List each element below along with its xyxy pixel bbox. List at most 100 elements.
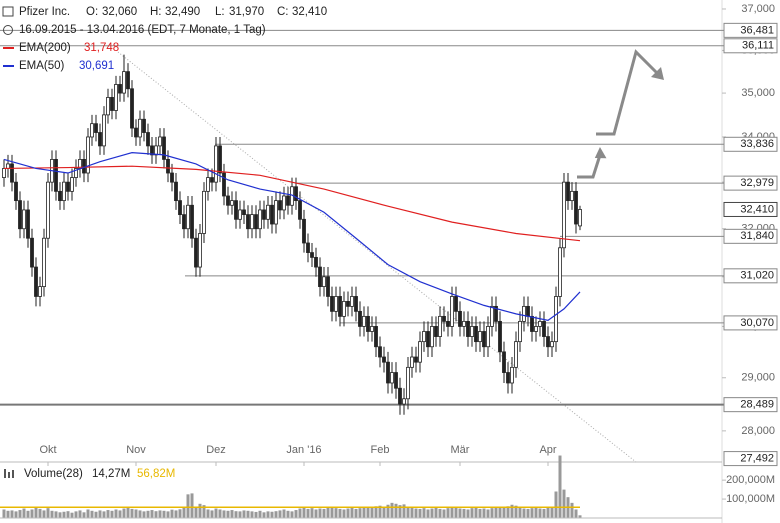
candle-body [154, 145, 158, 156]
volume-bar [194, 506, 198, 518]
candle-body [310, 252, 314, 258]
candle-body [298, 200, 302, 220]
volume-bar [202, 505, 206, 518]
volume-bar [6, 510, 10, 518]
candle-body [490, 305, 494, 327]
volume-bar [430, 508, 434, 518]
candle-body [302, 218, 306, 244]
candle-body [286, 195, 290, 206]
candle-body [6, 163, 10, 169]
candle-body [34, 266, 38, 297]
volume-bar [478, 508, 482, 518]
candle-body [198, 233, 202, 268]
volume-bar [562, 489, 566, 518]
volume-bar [286, 510, 290, 518]
candle-body [262, 209, 266, 220]
candle-body [258, 209, 262, 230]
candle-body [94, 123, 98, 133]
volume-bar [242, 510, 246, 518]
volume-bar [234, 511, 238, 518]
volume-bar [170, 509, 174, 518]
candle-body [558, 247, 562, 297]
candle-body [62, 181, 66, 202]
volume-icon [8, 472, 10, 478]
volume-bar [306, 508, 310, 518]
volume-bar [146, 510, 150, 518]
candle-body [314, 256, 318, 268]
header: Pfizer Inc. O: 32,060 H: 32,490 L: 31,97… [2, 6, 327, 36]
volume-bar [514, 505, 518, 518]
volume-bar [426, 509, 430, 518]
volume-bar [346, 508, 350, 518]
candle-body [170, 172, 174, 183]
candle-body [462, 320, 466, 327]
candle-body [242, 209, 246, 216]
candle-body [254, 214, 258, 230]
candle-body [266, 204, 270, 220]
candle-body [534, 326, 538, 332]
volume-bar [570, 502, 574, 518]
candle-body [338, 296, 342, 317]
arrowhead [651, 67, 664, 80]
volume-bar [282, 509, 286, 518]
volume-bar [338, 508, 342, 518]
candle-body [570, 190, 574, 202]
level-box [723, 397, 778, 413]
candle-body [306, 242, 310, 253]
ohlc-key: O: [86, 6, 98, 18]
candle-body [82, 158, 86, 174]
volume-bar [26, 510, 30, 518]
volume-bar [450, 506, 454, 518]
volume-bar [522, 508, 526, 518]
candle-body [350, 296, 354, 307]
candle-body [146, 132, 150, 147]
candle-body [278, 200, 282, 211]
volume-bar [526, 508, 530, 518]
candle-body [370, 326, 374, 332]
volume-bar [534, 507, 538, 518]
candle-body [234, 200, 238, 220]
candle-body [186, 204, 190, 230]
candle-body [410, 356, 414, 368]
candle-body [378, 346, 382, 358]
candle-body [550, 341, 554, 348]
volume-bar [218, 509, 222, 518]
volume-bar [462, 508, 466, 518]
volume-bar [502, 507, 506, 518]
candle-body [110, 97, 114, 111]
candle-body [174, 181, 178, 202]
volume-bar [246, 510, 250, 518]
candle-body [90, 123, 94, 138]
volume-bar [18, 510, 22, 518]
volume-bar [406, 506, 410, 518]
x-tick-label: Okt [39, 444, 56, 456]
candle-body [246, 214, 250, 230]
candle-body [178, 200, 182, 216]
candle-body [426, 331, 430, 348]
level-box [723, 38, 778, 54]
volume-bar [290, 511, 294, 518]
candle-body [546, 336, 550, 348]
candle-body [334, 296, 338, 312]
volume-bar [378, 505, 382, 518]
volume-bar [118, 510, 122, 518]
ohlc-value: 32,060 [102, 6, 137, 18]
volume-tick-label: 200,000M [726, 474, 775, 486]
volume-bar [66, 511, 70, 518]
volume-bar [214, 508, 218, 518]
candle-body [394, 372, 398, 389]
chart-icon [2, 6, 14, 17]
candle-body [226, 195, 230, 206]
volume-bar [542, 508, 546, 518]
volume-bar [486, 509, 490, 518]
legend-label: EMA(50) [19, 60, 65, 72]
candle-body [294, 186, 298, 202]
level-label: 36,111 [742, 40, 774, 52]
volume-tick-label: 100,000M [726, 493, 775, 505]
candle-body [194, 237, 198, 268]
candle-body [366, 315, 370, 332]
candle-body [418, 341, 422, 363]
volume-bar [166, 511, 170, 518]
candle-body [578, 209, 582, 227]
